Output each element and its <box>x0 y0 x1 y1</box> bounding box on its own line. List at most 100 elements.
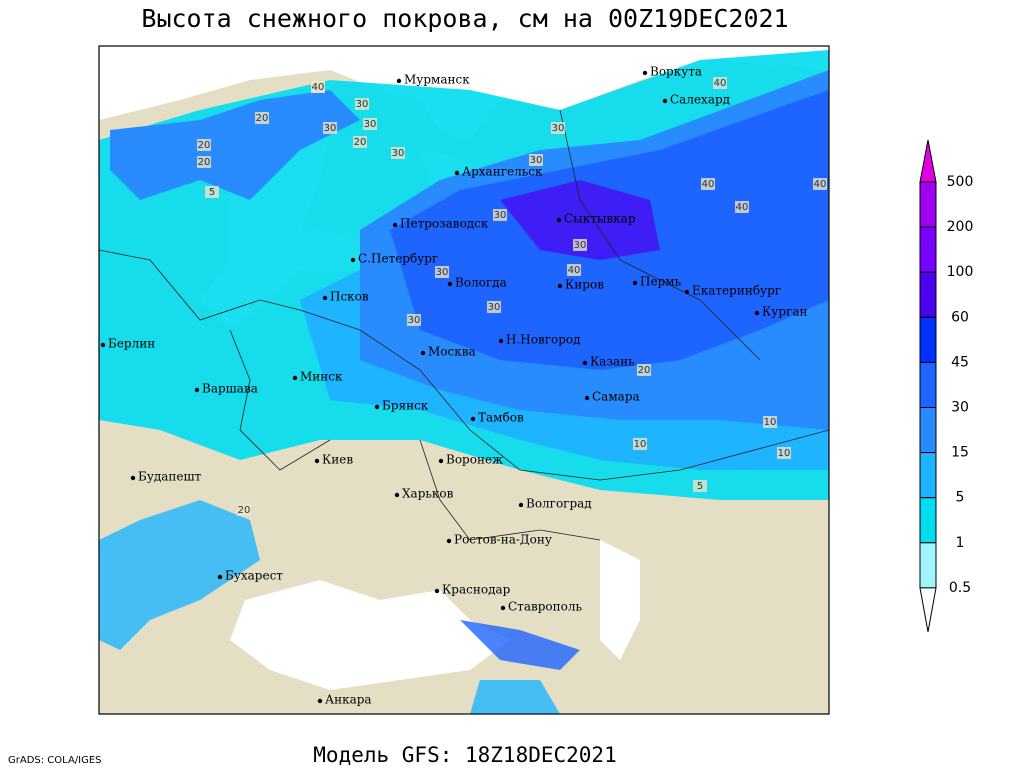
city-marker <box>396 78 402 84</box>
city-label: Варшава <box>202 382 258 396</box>
city-label: Сыктывкар <box>564 212 636 226</box>
colorbar-label: 500 <box>947 174 974 190</box>
city-marker <box>392 222 398 228</box>
contour-label: 30 <box>488 302 501 313</box>
city-marker <box>662 98 668 104</box>
city-marker <box>632 280 638 286</box>
contour-label-bg <box>693 480 707 492</box>
colorbar-cap <box>919 139 937 183</box>
colorbar-label: 30 <box>951 400 969 416</box>
city-label: Тамбов <box>478 411 524 425</box>
city-marker <box>420 350 426 356</box>
city-label: Н.Новгород <box>506 333 581 347</box>
city-label: Анкара <box>325 693 372 707</box>
contour-label-bg <box>391 147 405 159</box>
contour-label-bg <box>713 77 727 89</box>
contour-label-bg <box>355 98 369 110</box>
contour-label: 10 <box>634 439 647 450</box>
city-marker <box>557 283 563 289</box>
city-marker <box>217 574 223 580</box>
contour-label: 30 <box>574 240 587 251</box>
city-marker <box>446 538 452 544</box>
colorbar-label: 1 <box>956 535 965 551</box>
city-marker <box>292 375 298 381</box>
city-marker <box>194 387 200 393</box>
model-label: Модель GFS: 18Z18DEC2021 <box>313 743 616 767</box>
city-marker <box>447 281 453 287</box>
contour-label: 30 <box>324 123 337 134</box>
city-label: Воркута <box>650 65 702 79</box>
contour-label: 40 <box>714 78 727 89</box>
contour-label-bg <box>573 239 587 251</box>
city-label: Краснодар <box>442 583 511 597</box>
city-marker <box>498 338 504 344</box>
contour-label-bg <box>633 438 647 450</box>
city-marker <box>454 170 460 176</box>
city-label: Берлин <box>108 337 155 351</box>
contour-label-bg <box>529 154 543 166</box>
colorbar-box <box>919 361 937 408</box>
colorbar-box <box>919 181 937 228</box>
contour-label-bg <box>551 122 565 134</box>
colorbar-label: 100 <box>947 264 974 280</box>
contour-label: 30 <box>494 210 507 221</box>
city-marker <box>322 295 328 301</box>
city-marker <box>684 289 690 295</box>
contour-label: 30 <box>552 123 565 134</box>
city-marker <box>374 404 380 410</box>
contour-label-bg <box>237 504 251 516</box>
colorbar-label: 5 <box>956 490 965 506</box>
contour-label-bg <box>323 122 337 134</box>
contour-label: 30 <box>408 315 421 326</box>
contour-label: 40 <box>814 179 827 190</box>
city-label: Ставрополь <box>508 600 582 614</box>
contour-label-bg <box>363 118 377 130</box>
city-label: Москва <box>428 345 476 359</box>
city-label: Киров <box>565 278 604 292</box>
colorbar-label: 60 <box>951 309 969 325</box>
city-label: Брянск <box>382 399 429 413</box>
city-marker <box>584 395 590 401</box>
colorbar-cap <box>919 587 937 632</box>
city-marker <box>556 217 562 223</box>
city-marker <box>314 458 320 464</box>
city-marker <box>350 257 356 263</box>
contour-label-bg <box>493 209 507 221</box>
city-marker <box>518 502 524 508</box>
contour-label: 30 <box>392 148 405 159</box>
colorbar-box <box>919 452 937 499</box>
city-label: Екатеринбург <box>692 284 781 298</box>
city-label: Вологда <box>455 276 507 290</box>
city-label: Мурманск <box>404 73 470 87</box>
contour-label: 40 <box>568 265 581 276</box>
contour-label: 20 <box>354 137 367 148</box>
colorbar-label: 15 <box>951 445 969 461</box>
colorbar-box <box>919 226 937 273</box>
city-marker <box>500 605 506 611</box>
colorbar-label: 0.5 <box>949 580 971 596</box>
contour-label: 30 <box>356 99 369 110</box>
contour-label-bg <box>197 139 211 151</box>
contour-label-bg <box>487 301 501 313</box>
city-label: Воронеж <box>446 453 503 467</box>
contour-label-bg <box>813 178 827 190</box>
city-marker <box>438 458 444 464</box>
contour-label-bg <box>311 81 325 93</box>
contour-label-bg <box>205 186 219 198</box>
city-marker <box>470 416 476 422</box>
city-label: Волгоград <box>526 497 592 511</box>
contour-label-bg <box>735 201 749 213</box>
contour-label-bg <box>637 364 651 376</box>
contour-label-bg <box>407 314 421 326</box>
city-label: Харьков <box>402 487 454 501</box>
city-label: Будапешт <box>138 470 202 484</box>
city-marker <box>130 475 136 481</box>
city-marker <box>100 342 106 348</box>
contour-label: 20 <box>638 365 651 376</box>
contour-label-bg <box>701 178 715 190</box>
contour-label: 40 <box>702 179 715 190</box>
city-marker <box>642 70 648 76</box>
contour-label: 20 <box>198 157 211 168</box>
contour-label-bg <box>763 416 777 428</box>
